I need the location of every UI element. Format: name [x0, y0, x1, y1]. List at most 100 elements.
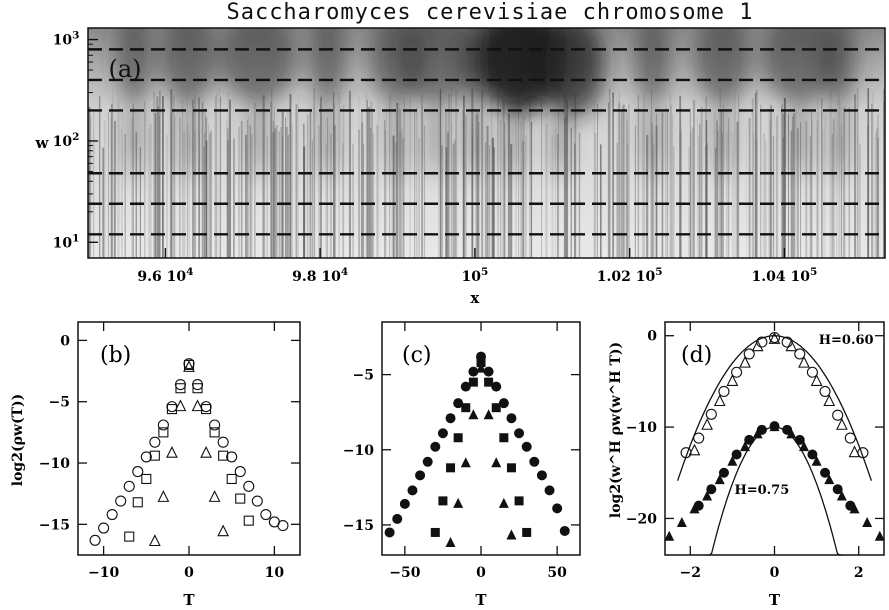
- data-point: [702, 490, 713, 501]
- data-point: [209, 419, 221, 431]
- data-point: [824, 474, 835, 485]
- y-tick-label: −10: [343, 443, 374, 459]
- data-point: [744, 434, 755, 445]
- y-tick-label: −15: [39, 517, 70, 533]
- data-point: [693, 500, 704, 511]
- panel-d-scatter: −2 0 20−10−20T(d)log2(w^H ρw(w^H T))H=0.60…: [608, 321, 885, 609]
- heatmap-blob: [116, 28, 153, 103]
- data-point: [217, 436, 229, 448]
- data-point: [243, 480, 255, 492]
- data-point: [106, 508, 118, 521]
- heatmap-blob-intense: [545, 28, 606, 118]
- y-tick-label: −10: [39, 456, 70, 472]
- data-point: [124, 531, 135, 542]
- data-point: [399, 498, 410, 509]
- y-tick-label: 102: [53, 131, 80, 150]
- y-tick-label: −5: [49, 395, 70, 411]
- heatmap-blob: [761, 28, 838, 103]
- data-point: [158, 427, 169, 438]
- data-point: [460, 381, 471, 392]
- data-point: [191, 378, 204, 391]
- data-point: [384, 527, 395, 538]
- data-point: [726, 374, 739, 386]
- data-point: [798, 441, 809, 452]
- data-point: [491, 381, 502, 392]
- data-point: [751, 339, 764, 352]
- fit-curve: [676, 335, 873, 481]
- y-tick-label: 101: [53, 232, 80, 251]
- data-point: [476, 362, 486, 373]
- data-point: [806, 366, 818, 378]
- y-tick-label: −10: [626, 420, 657, 436]
- x-axis-label: T: [769, 591, 781, 609]
- data-point: [277, 520, 289, 532]
- heatmap-blob: [468, 98, 481, 178]
- data-point: [832, 484, 843, 495]
- heatmap-blob: [309, 28, 346, 103]
- panel-label: (a): [108, 55, 141, 83]
- data-point: [676, 517, 687, 528]
- data-point: [529, 456, 540, 467]
- data-point: [498, 398, 509, 409]
- data-point: [460, 457, 471, 468]
- data-point: [89, 534, 101, 546]
- data-point: [235, 493, 246, 504]
- data-point: [798, 355, 810, 368]
- panel-label: (c): [402, 343, 432, 368]
- data-point: [407, 485, 418, 496]
- data-point: [149, 450, 160, 461]
- heatmap-blob: [321, 98, 334, 178]
- data-point: [794, 434, 805, 445]
- data-point: [453, 398, 464, 409]
- data-point: [536, 470, 547, 481]
- y-axis-label: log2(ρw(T)): [10, 394, 26, 486]
- data-point: [514, 428, 525, 439]
- data-point: [506, 463, 516, 473]
- y-axis-label: w: [35, 134, 50, 152]
- heatmap-blob: [554, 98, 567, 178]
- figure-title: Saccharomyces cerevisiae chromosome 1: [226, 0, 754, 25]
- heatmap-blob: [160, 28, 217, 103]
- data-point: [430, 441, 441, 452]
- data-point: [422, 456, 433, 467]
- x-tick-label: 50: [547, 565, 567, 581]
- data-point: [706, 484, 717, 495]
- data-point: [491, 403, 501, 413]
- data-point: [157, 490, 170, 502]
- heatmap-blob: [398, 28, 475, 103]
- data-point: [243, 515, 254, 526]
- data-point: [218, 450, 229, 461]
- heatmap-blob: [391, 98, 404, 178]
- data-point: [836, 490, 847, 501]
- data-point: [226, 451, 238, 463]
- data-point: [552, 503, 563, 514]
- y-tick-label: −15: [343, 518, 374, 534]
- heatmap-blob: [820, 28, 857, 103]
- data-point: [140, 451, 152, 463]
- x-tick-label: 1.02 105: [597, 266, 663, 285]
- data-point: [141, 473, 152, 485]
- x-tick-label: 0: [184, 565, 194, 581]
- x-tick-label: 1.04 105: [752, 266, 818, 285]
- data-point: [445, 536, 456, 547]
- data-point: [260, 508, 272, 521]
- data-point: [727, 455, 738, 466]
- data-point: [718, 385, 730, 397]
- annotation-label: H=0.75: [734, 483, 789, 498]
- data-point: [506, 413, 517, 424]
- data-point: [718, 467, 729, 478]
- data-point: [874, 530, 885, 541]
- data-point: [191, 399, 204, 412]
- data-point: [491, 457, 502, 468]
- data-point: [201, 404, 212, 415]
- panel-a-frame: [87, 27, 886, 259]
- y-tick-label: −20: [626, 511, 657, 527]
- data-point: [209, 427, 220, 438]
- data-point: [157, 419, 169, 431]
- data-point: [506, 529, 517, 540]
- heatmap-blob: [252, 98, 265, 178]
- data-point: [752, 428, 763, 439]
- data-point: [688, 443, 701, 456]
- data-point: [192, 383, 203, 394]
- data-point: [807, 449, 818, 460]
